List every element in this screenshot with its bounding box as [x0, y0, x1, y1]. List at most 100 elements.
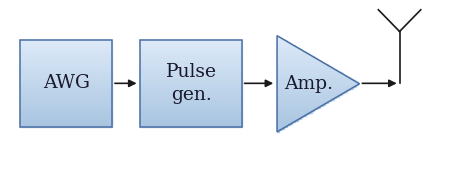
- Bar: [20, 113, 112, 115]
- Bar: [20, 41, 112, 43]
- Bar: [20, 67, 112, 69]
- Bar: [277, 88, 350, 90]
- Bar: [20, 90, 112, 92]
- Bar: [277, 77, 350, 79]
- Bar: [140, 47, 242, 49]
- Bar: [20, 59, 112, 61]
- Bar: [277, 104, 322, 106]
- Bar: [140, 69, 242, 71]
- Bar: [277, 48, 300, 50]
- Bar: [140, 50, 242, 52]
- Bar: [140, 92, 242, 94]
- Bar: [20, 40, 112, 127]
- Bar: [20, 64, 112, 66]
- Bar: [140, 106, 242, 108]
- Bar: [20, 55, 112, 57]
- Bar: [140, 57, 242, 59]
- Bar: [140, 121, 242, 123]
- Bar: [277, 129, 282, 130]
- Bar: [277, 93, 342, 95]
- Bar: [277, 103, 325, 105]
- Bar: [20, 47, 112, 49]
- Bar: [277, 39, 284, 40]
- Bar: [140, 97, 242, 99]
- Bar: [140, 40, 242, 42]
- Bar: [277, 47, 298, 48]
- Bar: [20, 45, 112, 47]
- Bar: [140, 83, 242, 85]
- Bar: [140, 43, 242, 45]
- Bar: [140, 125, 242, 127]
- Bar: [277, 80, 355, 82]
- Bar: [277, 112, 309, 114]
- Bar: [140, 116, 242, 118]
- Bar: [20, 111, 112, 113]
- Bar: [277, 120, 295, 122]
- Bar: [277, 64, 328, 66]
- Text: gen.: gen.: [171, 86, 211, 104]
- Bar: [20, 88, 112, 90]
- Bar: [277, 130, 279, 132]
- Bar: [140, 94, 242, 96]
- Bar: [277, 59, 319, 61]
- Bar: [140, 66, 242, 68]
- Bar: [140, 118, 242, 120]
- Bar: [277, 52, 306, 53]
- Bar: [277, 58, 317, 60]
- Bar: [140, 120, 242, 122]
- Bar: [20, 123, 112, 125]
- Bar: [277, 116, 303, 117]
- Bar: [277, 96, 336, 98]
- Bar: [20, 97, 112, 99]
- Bar: [140, 102, 242, 104]
- Bar: [140, 45, 242, 47]
- Bar: [20, 73, 112, 75]
- Bar: [20, 50, 112, 52]
- Bar: [277, 95, 339, 97]
- Bar: [277, 122, 292, 124]
- Bar: [140, 90, 242, 92]
- Bar: [277, 74, 344, 76]
- Bar: [20, 62, 112, 64]
- Bar: [20, 125, 112, 127]
- Bar: [277, 63, 325, 65]
- Bar: [140, 80, 242, 82]
- Bar: [277, 50, 303, 52]
- Bar: [20, 69, 112, 71]
- Text: Pulse: Pulse: [165, 63, 217, 81]
- Bar: [20, 76, 112, 78]
- Bar: [277, 45, 295, 47]
- Bar: [277, 36, 278, 37]
- Bar: [20, 100, 112, 103]
- Bar: [140, 95, 242, 97]
- Bar: [277, 66, 330, 68]
- Bar: [20, 121, 112, 123]
- Bar: [20, 74, 112, 76]
- Text: Amp.: Amp.: [284, 75, 333, 93]
- Bar: [20, 116, 112, 118]
- Bar: [277, 119, 298, 121]
- Bar: [277, 106, 320, 108]
- Bar: [20, 114, 112, 116]
- Text: AWG: AWG: [43, 74, 90, 92]
- Bar: [20, 81, 112, 83]
- Bar: [277, 101, 328, 103]
- Bar: [277, 76, 347, 77]
- Bar: [277, 124, 290, 125]
- Bar: [140, 111, 242, 113]
- Bar: [277, 71, 339, 73]
- Bar: [140, 61, 242, 62]
- Bar: [20, 102, 112, 104]
- Bar: [140, 59, 242, 61]
- Bar: [277, 37, 281, 39]
- Bar: [140, 87, 242, 89]
- Bar: [140, 123, 242, 125]
- Bar: [20, 109, 112, 111]
- Bar: [20, 118, 112, 120]
- Bar: [277, 90, 347, 92]
- Bar: [277, 42, 289, 44]
- Bar: [20, 80, 112, 82]
- Bar: [20, 94, 112, 96]
- Bar: [140, 62, 242, 64]
- Bar: [20, 48, 112, 50]
